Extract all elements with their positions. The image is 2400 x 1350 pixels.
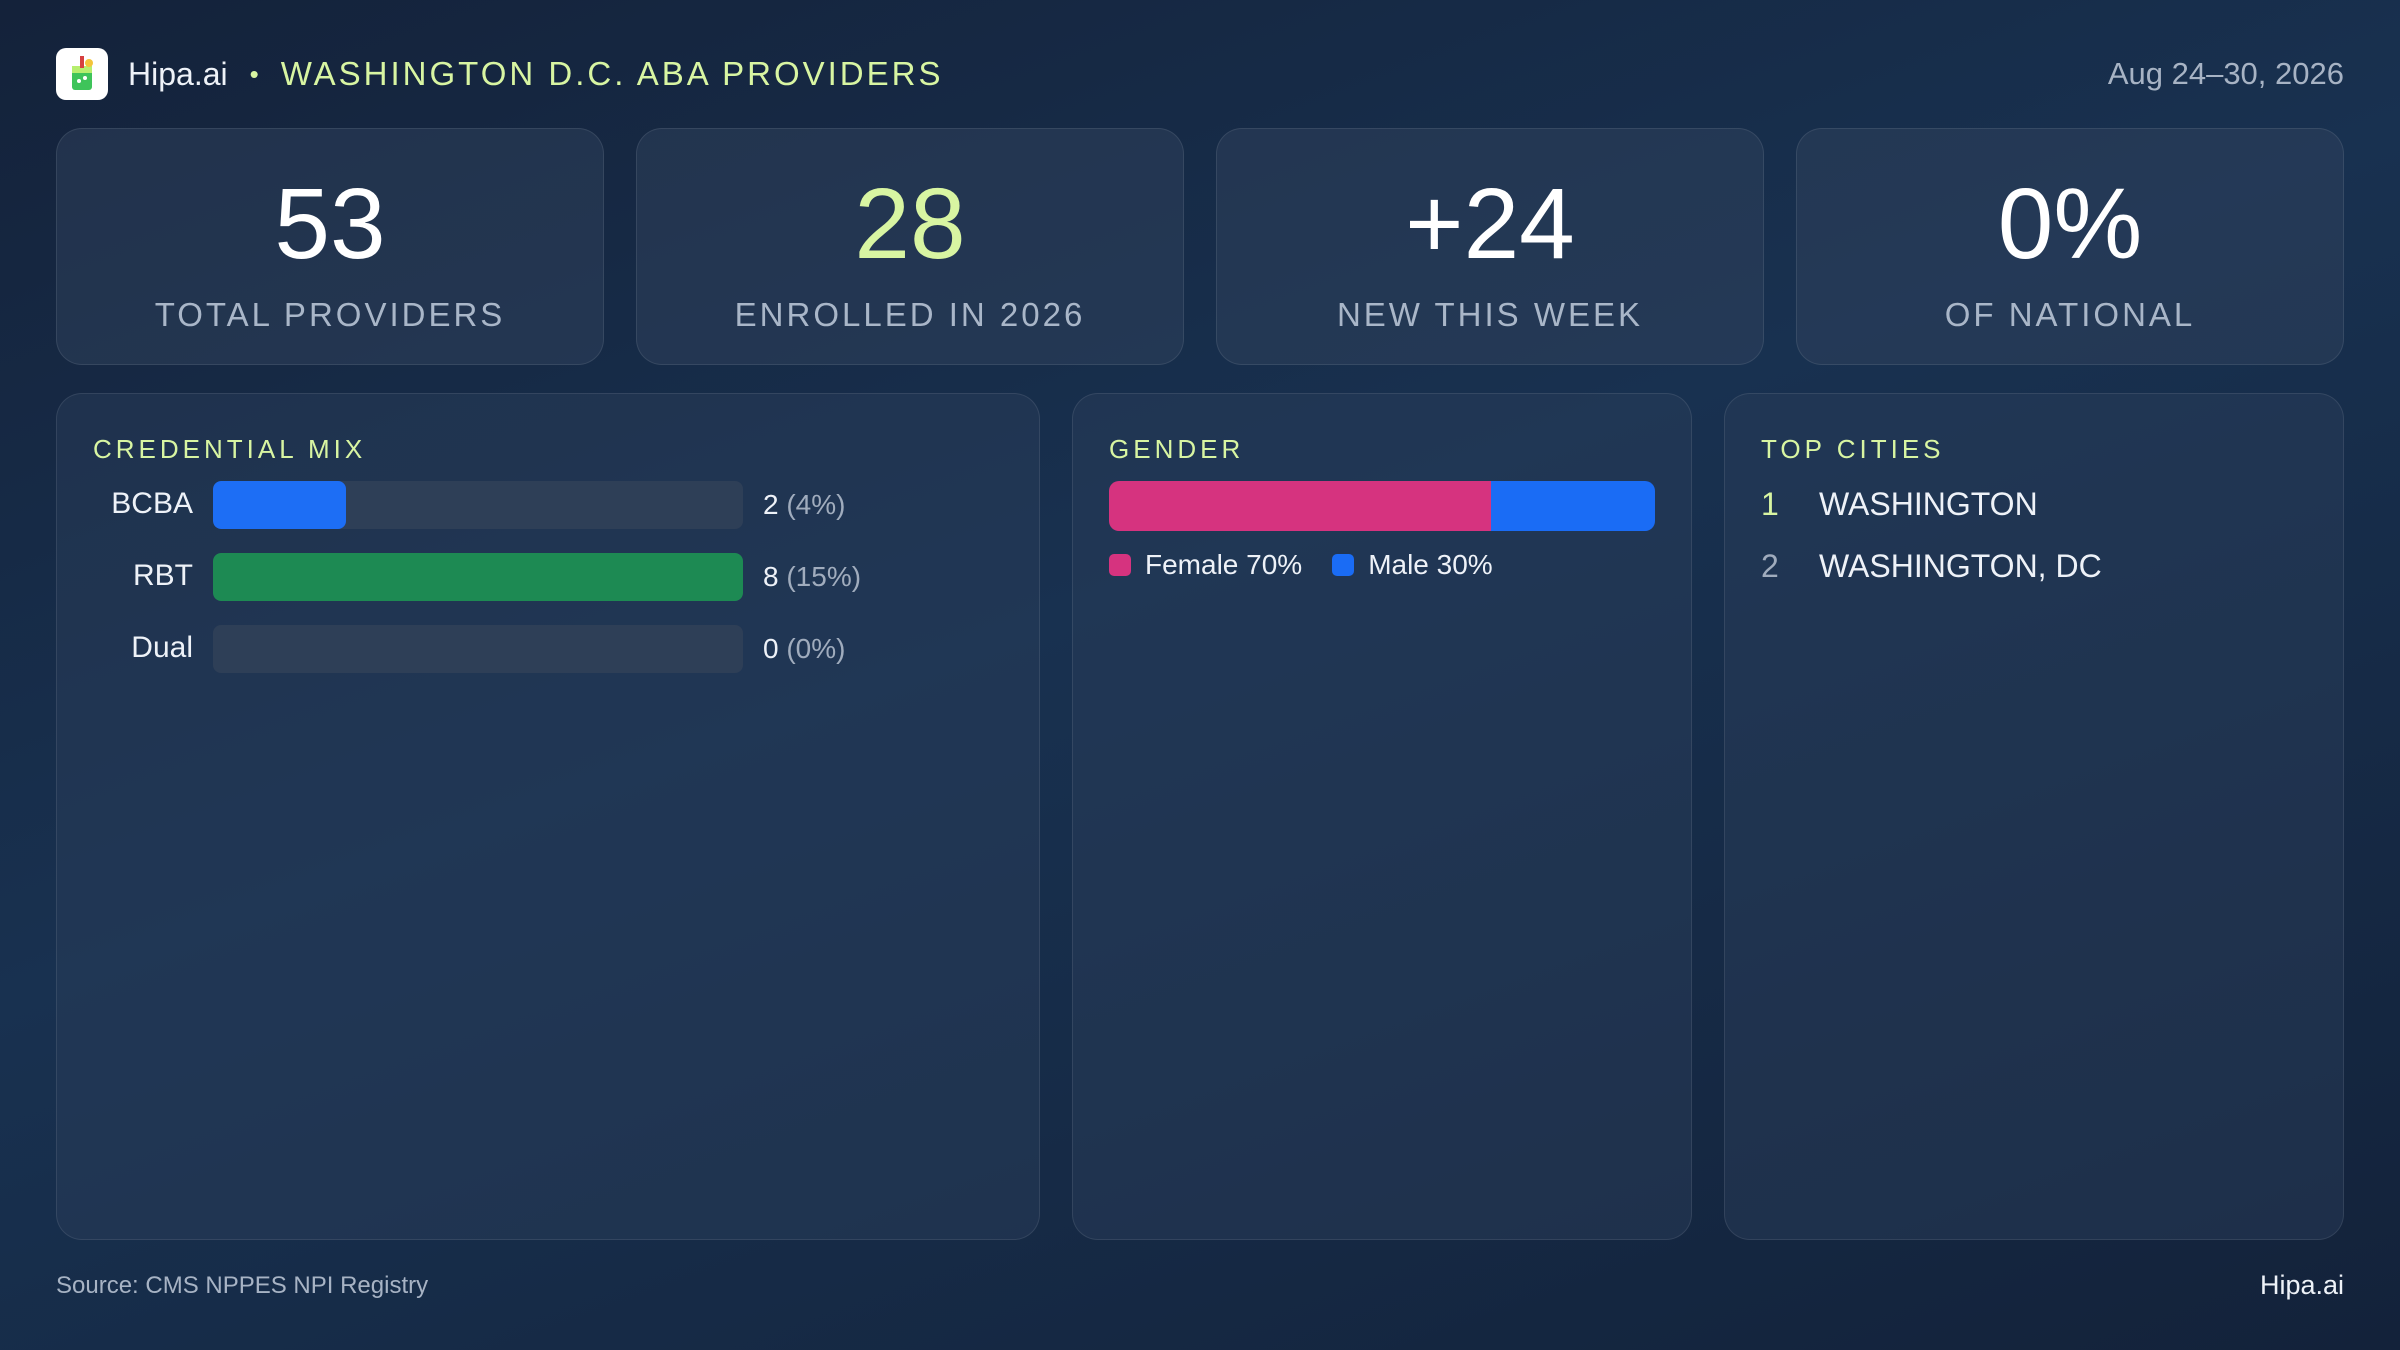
stat-label: NEW THIS WEEK bbox=[1336, 295, 1644, 333]
credential-count: 8 bbox=[763, 561, 779, 592]
credential-label: RBT bbox=[133, 559, 193, 592]
date-range: Aug 24–30, 2026 bbox=[2107, 56, 2344, 91]
bar-track bbox=[213, 553, 743, 601]
legend-swatch bbox=[1332, 554, 1355, 576]
bar-track bbox=[213, 625, 743, 673]
stat-card-total-providers: 53 TOTAL PROVIDERS bbox=[56, 128, 604, 365]
footer-brand: Hipa.ai bbox=[2259, 1270, 2344, 1300]
credential-percent: (0%) bbox=[786, 633, 846, 664]
credential-value: 2 (4%) bbox=[763, 489, 845, 521]
gender-panel: GENDER Female 70% Male 30% bbox=[1072, 393, 1692, 1240]
header: Hipa.ai • WASHINGTON D.C. ABA PROVIDERS … bbox=[56, 47, 2344, 101]
bar-fill bbox=[213, 481, 346, 529]
drink-cup-icon bbox=[56, 48, 108, 100]
city-rank: 2 bbox=[1761, 548, 1779, 584]
legend-item-male: Male 30% bbox=[1332, 549, 1493, 581]
credential-percent: (15%) bbox=[786, 561, 862, 592]
stats-row: 53 TOTAL PROVIDERS 28 ENROLLED IN 2026 +… bbox=[56, 128, 2344, 365]
page-title: WASHINGTON D.C. ABA PROVIDERS bbox=[280, 55, 944, 92]
legend-label: Male 30% bbox=[1368, 549, 1493, 580]
city-name: WASHINGTON bbox=[1819, 486, 2038, 522]
list-item: 1 WASHINGTON bbox=[1761, 486, 2038, 523]
credential-count: 2 bbox=[763, 489, 779, 520]
top-cities-panel: TOP CITIES 1 WASHINGTON 2 WASHINGTON, DC bbox=[1724, 393, 2344, 1240]
list-item: 2 WASHINGTON, DC bbox=[1761, 548, 2102, 585]
stat-value: 0% bbox=[1997, 167, 2143, 280]
brand-name: Hipa.ai bbox=[128, 55, 228, 92]
gender-stacked-bar bbox=[1109, 481, 1655, 531]
title-separator: • bbox=[249, 58, 259, 89]
gender-segment-male bbox=[1491, 481, 1655, 531]
credential-mix-panel: CREDENTIAL MIX BCBA 2 (4%) RBT 8 (15%) D… bbox=[56, 393, 1040, 1240]
bar-fill bbox=[213, 553, 743, 601]
credential-count: 0 bbox=[763, 633, 779, 664]
city-name: WASHINGTON, DC bbox=[1819, 548, 2102, 584]
legend-swatch bbox=[1109, 554, 1131, 576]
credential-value: 8 (15%) bbox=[763, 561, 861, 593]
credential-row-bcba: BCBA 2 (4%) bbox=[57, 481, 1039, 529]
credential-percent: (4%) bbox=[786, 489, 846, 520]
stat-value: 53 bbox=[274, 167, 386, 280]
credential-value: 0 (0%) bbox=[763, 633, 845, 665]
panel-title: CREDENTIAL MIX bbox=[93, 434, 367, 464]
stat-card-new-this-week: +24 NEW THIS WEEK bbox=[1216, 128, 1764, 365]
gender-legend: Female 70% Male 30% bbox=[1109, 549, 1523, 581]
stat-label: ENROLLED IN 2026 bbox=[734, 295, 1086, 333]
stat-value: +24 bbox=[1405, 167, 1575, 280]
panel-title: TOP CITIES bbox=[1761, 434, 1945, 464]
credential-row-dual: Dual 0 (0%) bbox=[57, 625, 1039, 673]
legend-label: Female 70% bbox=[1145, 549, 1303, 580]
panel-title: GENDER bbox=[1109, 434, 1245, 464]
stat-label: OF NATIONAL bbox=[1944, 295, 2196, 333]
stat-card-of-national: 0% OF NATIONAL bbox=[1796, 128, 2344, 365]
credential-row-rbt: RBT 8 (15%) bbox=[57, 553, 1039, 601]
stat-label: TOTAL PROVIDERS bbox=[154, 295, 506, 333]
stat-card-enrolled: 28 ENROLLED IN 2026 bbox=[636, 128, 1184, 365]
stat-value: 28 bbox=[854, 167, 966, 280]
bar-track bbox=[213, 481, 743, 529]
source-note: Source: CMS NPPES NPI Registry bbox=[56, 1272, 429, 1299]
city-rank: 1 bbox=[1761, 486, 1779, 522]
credential-label: BCBA bbox=[111, 487, 193, 520]
credential-label: Dual bbox=[131, 631, 193, 664]
legend-item-female: Female 70% bbox=[1109, 549, 1302, 581]
gender-segment-female bbox=[1109, 481, 1492, 531]
